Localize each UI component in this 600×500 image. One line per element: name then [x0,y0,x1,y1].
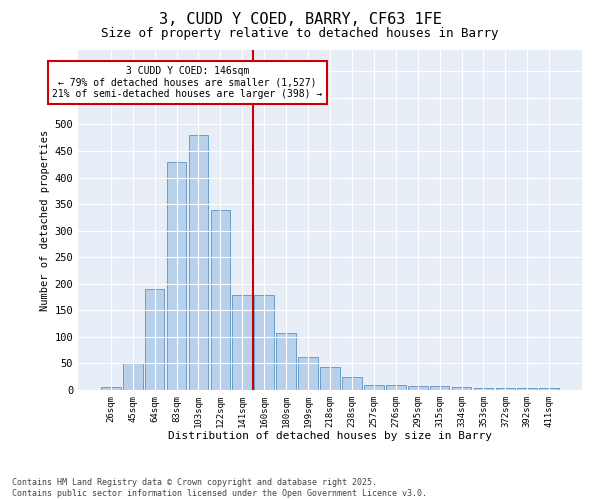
Bar [517,388,537,390]
Bar [496,388,515,390]
Bar [386,384,406,390]
Text: Contains HM Land Registry data © Crown copyright and database right 2025.
Contai: Contains HM Land Registry data © Crown c… [12,478,427,498]
Bar [167,162,187,390]
Bar [123,364,143,390]
X-axis label: Distribution of detached houses by size in Barry: Distribution of detached houses by size … [168,432,492,442]
Bar [232,296,252,390]
Bar [430,386,449,390]
Text: 3, CUDD Y COED, BARRY, CF63 1FE: 3, CUDD Y COED, BARRY, CF63 1FE [158,12,442,28]
Text: Size of property relative to detached houses in Barry: Size of property relative to detached ho… [101,28,499,40]
Bar [320,366,340,390]
Bar [101,388,121,390]
Bar [452,388,472,390]
Text: 3 CUDD Y COED: 146sqm
← 79% of detached houses are smaller (1,527)
21% of semi-d: 3 CUDD Y COED: 146sqm ← 79% of detached … [52,66,323,99]
Bar [188,135,208,390]
Bar [211,210,230,390]
Bar [145,289,164,390]
Bar [342,378,362,390]
Bar [276,332,296,390]
Bar [364,384,384,390]
Bar [539,388,559,390]
Bar [254,296,274,390]
Bar [408,386,428,390]
Y-axis label: Number of detached properties: Number of detached properties [40,130,50,310]
Bar [473,388,493,390]
Bar [298,357,318,390]
